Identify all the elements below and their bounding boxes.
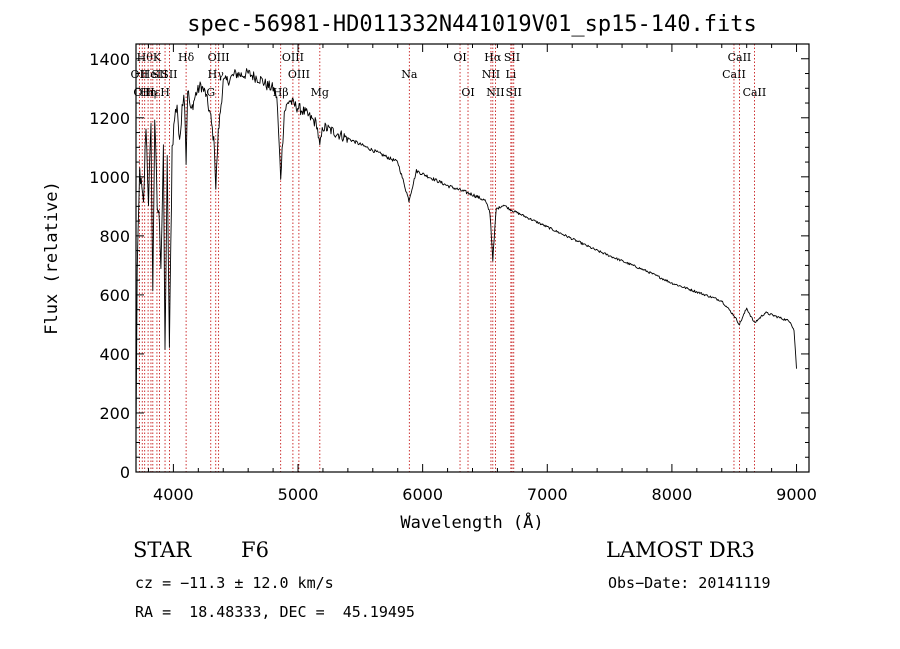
line-label-21: NII [482,68,500,81]
line-label-9: SII [161,68,177,81]
y-tick-label-3: 600 [99,286,130,305]
line-label-29: CaII [743,86,767,99]
survey-name: LAMOST DR3 [606,538,755,562]
y-tick-label-2: 400 [99,345,130,364]
line-label-5: Hε [145,86,161,99]
velocity-readout: cz = −11.3 ± 12.0 km/s [135,574,334,592]
line-label-17: Mg [311,86,329,99]
line-label-26: SII [506,86,522,99]
y-tick-label-1: 200 [99,404,130,423]
line-label-1: OII [133,86,151,99]
line-label-0: OII [131,68,149,81]
coordinates: RA = 18.48333, DEC = 45.19495 [135,603,415,621]
obs-date: Obs−Date: 20141119 [608,574,771,592]
x-axis-label: Wavelength (Å) [400,511,543,533]
line-label-23: NII [486,86,504,99]
line-label-2: Hθ [137,51,154,64]
y-axis-label: Flux (relative) [42,181,62,335]
line-label-22: Hα [484,51,502,64]
line-label-7: SII [151,68,167,81]
line-label-13: OIII [208,51,230,64]
line-label-19: OI [453,51,466,64]
line-label-8: H [160,86,170,99]
y-tick-label-7: 1400 [89,50,130,69]
line-label-25: SII [504,51,520,64]
line-label-16: OIII [288,68,310,81]
line-label-24: Li [505,68,516,81]
line-label-27: CaII [722,68,746,81]
line-label-20: OI [461,86,474,99]
y-tick-label-0: 0 [120,463,130,482]
spectral-line-markers: OIIOIIHθHηHeIHεKSIIHSIIHδGHγOIIIHβOIIIOI… [131,44,767,472]
axis-ticks: 4000 5000 6000 7000 8000 9000 0 200 400 600 800 100… [89,44,817,504]
object-type: STAR [133,538,192,562]
x-tick-label-5: 9000 [776,485,817,504]
y-tick-label-5: 1000 [89,168,130,187]
x-tick-label-1: 5000 [278,485,319,504]
line-label-18: Na [401,68,418,81]
x-tick-label-0: 4000 [153,485,194,504]
line-label-14: Hβ [273,86,289,99]
line-label-6: K [153,51,162,64]
line-label-4: HeI [141,68,161,81]
line-label-10: Hδ [178,51,195,64]
y-tick-label-4: 800 [99,227,130,246]
line-label-12: Hγ [208,68,225,81]
line-label-28: CaII [728,51,752,64]
plot-area [135,68,797,434]
y-tick-label-6: 1200 [89,109,130,128]
chart-title: spec-56981-HD011332N441019V01_sp15-140.f… [187,12,757,37]
x-tick-label-4: 8000 [652,485,693,504]
spectral-class: F6 [241,538,269,562]
line-label-3: Hη [140,86,156,99]
plot-frame [135,43,810,473]
x-tick-label-2: 6000 [402,485,443,504]
line-label-11: G [206,86,215,99]
line-label-15: OIII [282,51,304,64]
spectrum-series [135,68,797,434]
x-tick-label-3: 7000 [527,485,568,504]
